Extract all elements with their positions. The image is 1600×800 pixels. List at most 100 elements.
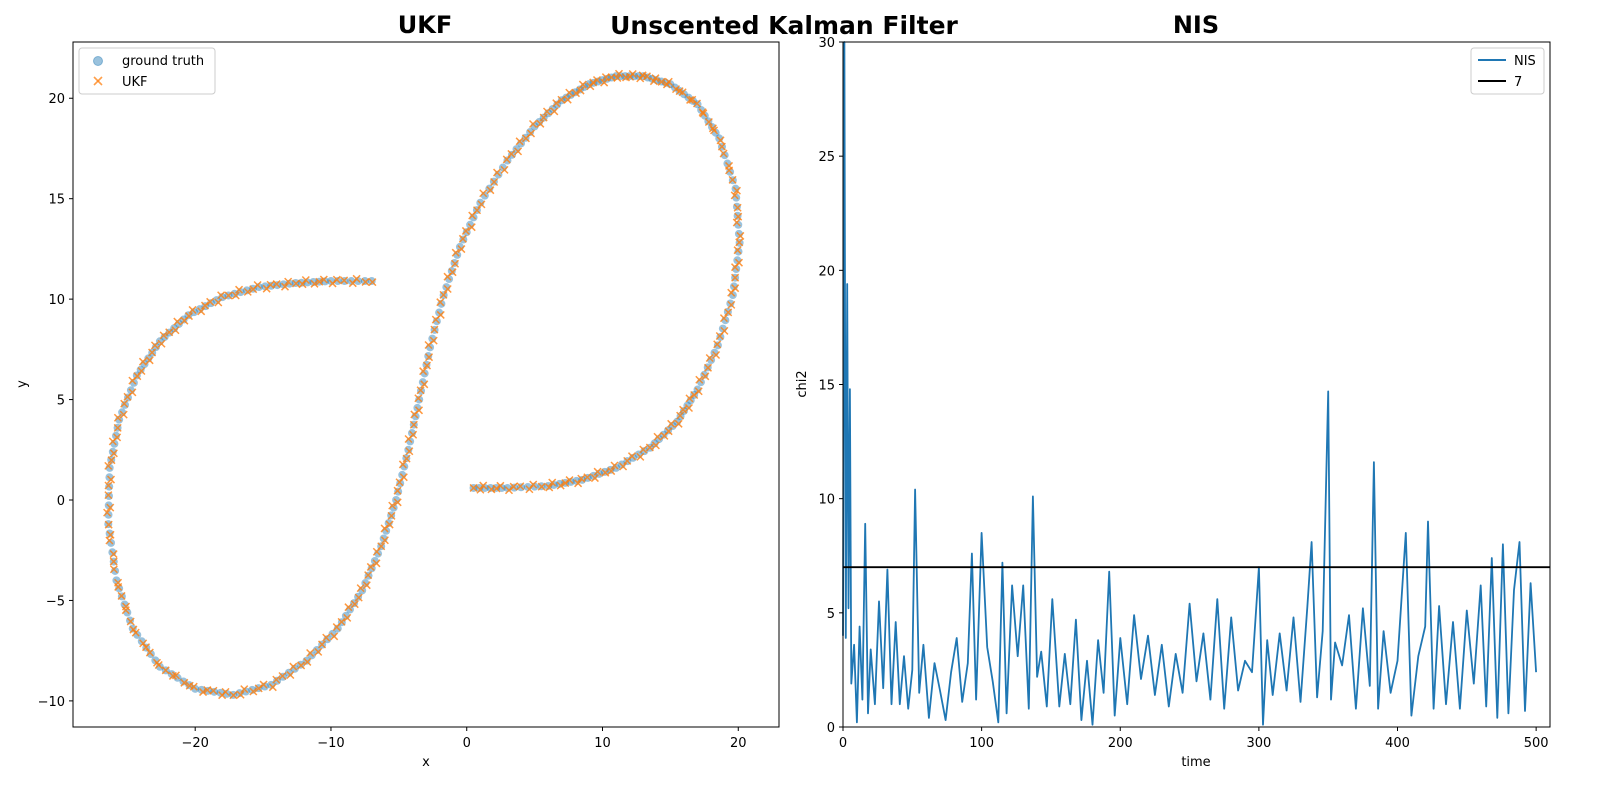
- ukf-estimate-point-stroke-b: [563, 95, 572, 104]
- ukf-estimate-point-stroke-b: [649, 77, 658, 86]
- ukf-estimate-point-stroke-b: [148, 348, 157, 357]
- ukf-estimate-point-stroke-b: [704, 118, 713, 127]
- ukf-estimate-point: [393, 498, 402, 507]
- ukf-estimate-point-stroke-b: [157, 339, 166, 348]
- ukf-estimate-point-stroke-b: [393, 486, 402, 495]
- ukf-estimate-point-stroke-b: [377, 542, 386, 551]
- ukf-estimate-point: [502, 155, 511, 164]
- ukf-estimate-point-stroke-b: [645, 443, 654, 452]
- ukf-estimate-point: [236, 690, 245, 699]
- ukf-estimate-point-stroke-b: [117, 591, 126, 600]
- ukf-estimate-point: [200, 301, 209, 310]
- ukf-estimate-point-stroke-b: [129, 625, 138, 634]
- ukf-estimate-point-stroke-b: [372, 547, 381, 556]
- ukf-estimate-point: [684, 403, 693, 413]
- ukf-estimate-point-stroke-b: [731, 273, 740, 282]
- ukf-estimate-point: [352, 274, 361, 283]
- ukf-estimate-point-stroke-b: [698, 108, 707, 117]
- ukf-estimate-point-stroke-b: [109, 565, 118, 574]
- ukf-estimate-point: [184, 312, 194, 321]
- ukf-estimate-point: [286, 670, 295, 680]
- ukf-estimate-point: [419, 367, 428, 376]
- ukf-estimate-point: [103, 508, 112, 517]
- ukf-estimate-point: [734, 258, 744, 267]
- ukf-axes-ticks: −20 −10 0 10 20 −10 −5 0 5 10 15 20: [38, 92, 747, 751]
- ukf-estimate-point-stroke-b: [724, 308, 733, 317]
- ukf-estimate-point: [332, 275, 341, 284]
- ukf-estimate-point-stroke-b: [600, 78, 609, 87]
- ukf-estimate-point-stroke-b: [730, 191, 739, 200]
- ukf-estimate-point: [104, 520, 113, 529]
- ukf-legend-label: UKF: [122, 75, 148, 90]
- ukf-estimate-point: [548, 478, 557, 487]
- ukf-estimate-point-stroke-b: [197, 307, 206, 316]
- ukf-estimate-point: [117, 591, 126, 600]
- ukf-estimate-point-stroke-b: [121, 602, 131, 611]
- ukf-estimate-point: [229, 691, 238, 700]
- ukf-estimate-point: [504, 486, 514, 495]
- ukf-estimate-point: [104, 491, 113, 500]
- ukf-estimate-point: [731, 284, 740, 293]
- ukf-estimate-point: [128, 388, 137, 397]
- ukf-estimate-point-stroke-b: [343, 613, 352, 622]
- ukf-estimate-point-stroke-b: [674, 419, 683, 428]
- ukf-estimate-point-stroke-b: [550, 107, 559, 116]
- ukf-estimate-point-stroke-b: [557, 95, 566, 104]
- ukf-estimate-point-stroke-b: [676, 411, 685, 420]
- ukf-estimate-point-stroke-b: [249, 687, 258, 696]
- ukf-estimate-point: [139, 639, 148, 648]
- ukf-estimate-point-stroke-b: [561, 479, 570, 488]
- ukf-estimate-point-stroke-b: [159, 331, 168, 340]
- ukf-estimate-point-stroke-b: [253, 280, 262, 290]
- ukf-estimate-point-stroke-b: [734, 258, 744, 267]
- ukf-estimate-point: [197, 307, 206, 316]
- ukf-estimate-point-stroke-b: [272, 280, 281, 289]
- ukf-estimate-point: [173, 317, 182, 326]
- ukf-estimate-point-stroke-b: [436, 298, 445, 307]
- ukf-estimate-point-stroke-b: [109, 550, 118, 559]
- ukf-estimate-point-stroke-b: [694, 387, 703, 396]
- ukf-estimate-point: [735, 238, 744, 247]
- ukf-estimate-point-stroke-b: [414, 394, 423, 403]
- ukf-estimate-point: [477, 200, 486, 209]
- ukf-estimate-point-stroke-b: [493, 168, 502, 177]
- ukf-estimate-point: [636, 74, 645, 83]
- ukf-estimate-point-stroke-b: [272, 675, 281, 684]
- ukf-estimate-point-stroke-b: [679, 405, 688, 414]
- ukf-estimate-point-stroke-b: [368, 278, 377, 287]
- ukf-estimate-point-stroke-b: [664, 427, 673, 436]
- ukf-estimate-point: [330, 632, 339, 641]
- ukf-estimate-point-stroke-b: [236, 690, 245, 699]
- ukf-estimate-point: [272, 675, 281, 684]
- ukf-estimate-point: [322, 633, 331, 642]
- ukf-estimate-point: [521, 134, 530, 143]
- ukf-estimate-point-stroke-b: [662, 80, 671, 89]
- ukf-plot-title: UKF: [398, 11, 452, 39]
- ukf-estimate-point-stroke-b: [431, 315, 440, 324]
- ukf-estimate-point: [332, 623, 341, 632]
- ukf-estimate-point: [113, 433, 122, 442]
- ukf-estimate-point-stroke-b: [728, 175, 737, 184]
- ukf-estimate-point: [356, 584, 365, 593]
- ukf-legend-box: [78, 47, 216, 95]
- ukf-estimate-point-stroke-b: [502, 155, 511, 164]
- ukf-estimate-point: [667, 419, 676, 428]
- ukf-estimate-point: [698, 108, 707, 117]
- ukf-estimate-point-stroke-b: [214, 298, 223, 307]
- ukf-estimate-point-stroke-b: [713, 340, 722, 349]
- ukf-estimate-point-stroke-b: [439, 290, 448, 299]
- ukf-estimate-point: [430, 325, 439, 334]
- ukf-estimate-point-stroke-b: [545, 483, 554, 492]
- ukf-estimate-point: [404, 434, 413, 444]
- ukf-estimate-point: [571, 89, 581, 98]
- ukf-estimate-point-stroke-b: [732, 218, 741, 227]
- ukf-estimate-point-stroke-b: [161, 666, 170, 675]
- ukf-estimate-point: [206, 297, 215, 306]
- ukf-estimate-point-stroke-b: [500, 165, 509, 174]
- ukf-estimate-point: [243, 287, 252, 296]
- ukf-estimate-point-stroke-b: [719, 314, 728, 323]
- ukf-estimate-point: [372, 559, 381, 568]
- ukf-estimate-point-stroke-b: [528, 119, 538, 129]
- nis-legend: NIS 7: [1470, 47, 1545, 95]
